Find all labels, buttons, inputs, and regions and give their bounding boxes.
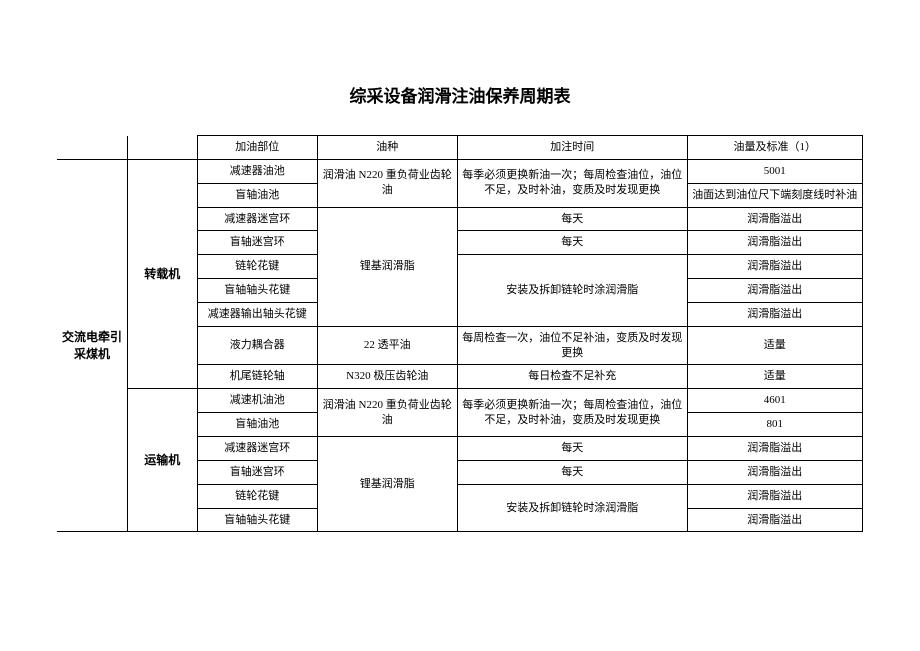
cell-std: 润滑脂溢出	[687, 255, 862, 279]
cell-part: 链轮花键	[197, 255, 317, 279]
cell-oil: 22 透平油	[317, 326, 457, 365]
blank-corner	[57, 136, 127, 160]
col-header-time: 加注时间	[457, 136, 687, 160]
cell-part: 盲轴轴头花键	[197, 279, 317, 303]
cell-std: 801	[687, 413, 862, 437]
cell-std: 润滑脂溢出	[687, 207, 862, 231]
cell-part: 盲轴油池	[197, 413, 317, 437]
col-header-oil: 油种	[317, 136, 457, 160]
cell-std: 润滑脂溢出	[687, 436, 862, 460]
col-header-part: 加油部位	[197, 136, 317, 160]
cell-part: 盲轴轴头花键	[197, 508, 317, 532]
cell-part: 盲轴迷宫环	[197, 231, 317, 255]
cell-part: 盲轴油池	[197, 183, 317, 207]
cell-part: 减速器输出轴头花键	[197, 302, 317, 326]
cell-std: 润滑脂溢出	[687, 279, 862, 303]
cell-part: 减速器迷宫环	[197, 436, 317, 460]
cell-part: 减速器油池	[197, 159, 317, 183]
cell-time: 每天	[457, 207, 687, 231]
cell-std: 润滑脂溢出	[687, 508, 862, 532]
page-title: 综采设备润滑注油保养周期表	[0, 0, 920, 107]
cell-time: 安装及拆卸链轮时涂润滑脂	[457, 255, 687, 327]
cell-time: 每季必须更换新油一次；每周检查油位，油位不足，及时补油，变质及时发现更换	[457, 389, 687, 437]
cell-oil: 润滑油 N220 重负荷业齿轮油	[317, 159, 457, 207]
cell-std: 5001	[687, 159, 862, 183]
blank-corner2	[127, 136, 197, 160]
category-main: 交流电牵引采煤机	[57, 159, 127, 532]
cell-std: 润滑脂溢出	[687, 231, 862, 255]
cell-std: 润滑脂溢出	[687, 302, 862, 326]
cell-time: 安装及拆卸链轮时涂润滑脂	[457, 484, 687, 532]
cell-time: 每季必须更换新油一次；每周检查油位，油位不足，及时补油，变质及时发现更换	[457, 159, 687, 207]
cell-time: 每天	[457, 436, 687, 460]
cell-part: 减速机油池	[197, 389, 317, 413]
cell-oil: N320 极压齿轮油	[317, 365, 457, 389]
cell-part: 机尾链轮轴	[197, 365, 317, 389]
cell-oil: 锂基润滑脂	[317, 436, 457, 531]
cell-part: 链轮花键	[197, 484, 317, 508]
cell-std: 油面达到油位尺下端刻度线时补油	[687, 183, 862, 207]
cell-time: 每天	[457, 231, 687, 255]
cell-part: 液力耦合器	[197, 326, 317, 365]
col-header-std: 油量及标准（1）	[687, 136, 862, 160]
group-transfer: 转载机	[127, 159, 197, 388]
cell-time: 每天	[457, 460, 687, 484]
cell-std: 润滑脂溢出	[687, 460, 862, 484]
group-conveyor: 运输机	[127, 389, 197, 532]
maintenance-table: 加油部位 油种 加注时间 油量及标准（1） 交流电牵引采煤机 转载机 减速器油池…	[57, 135, 863, 532]
cell-std: 润滑脂溢出	[687, 484, 862, 508]
cell-oil: 锂基润滑脂	[317, 207, 457, 326]
cell-std: 4601	[687, 389, 862, 413]
cell-oil: 润滑油 N220 重负荷业齿轮油	[317, 389, 457, 437]
cell-part: 盲轴迷宫环	[197, 460, 317, 484]
cell-time: 每日检查不足补充	[457, 365, 687, 389]
cell-time: 每周检查一次，油位不足补油，变质及时发现更换	[457, 326, 687, 365]
cell-std: 适量	[687, 326, 862, 365]
cell-std: 适量	[687, 365, 862, 389]
cell-part: 减速器迷宫环	[197, 207, 317, 231]
